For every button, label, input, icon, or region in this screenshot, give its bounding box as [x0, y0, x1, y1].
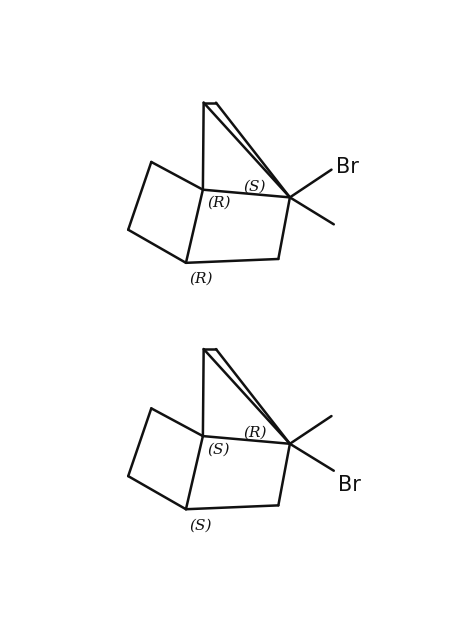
Text: (R): (R): [208, 196, 231, 210]
Text: Br: Br: [337, 475, 361, 495]
Text: Br: Br: [336, 156, 359, 177]
Text: (R): (R): [190, 272, 213, 286]
Text: (R): (R): [244, 426, 267, 440]
Text: (S): (S): [244, 180, 266, 194]
Text: (S): (S): [208, 442, 230, 456]
Text: (S): (S): [190, 519, 212, 533]
